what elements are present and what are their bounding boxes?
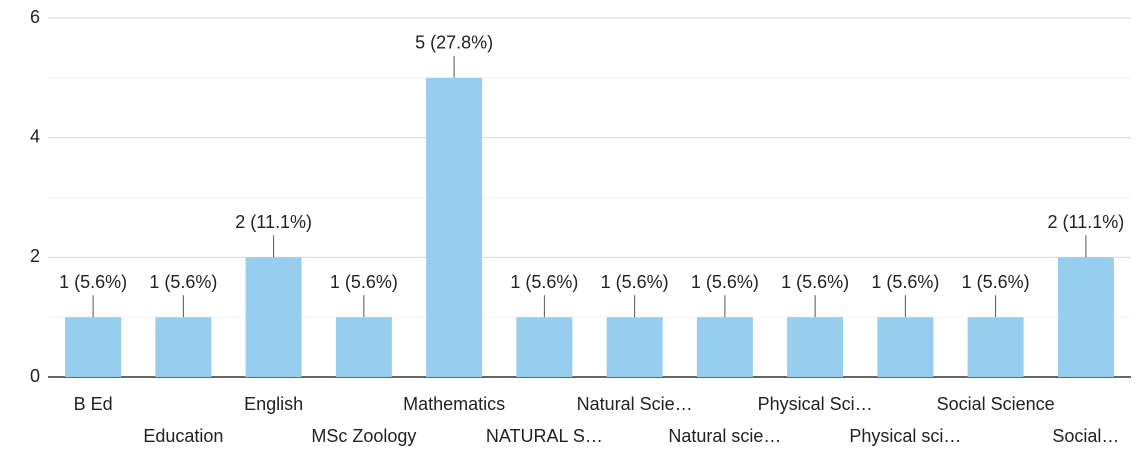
- bar: [155, 317, 212, 377]
- value-label: 2 (11.1%): [1048, 212, 1125, 232]
- x-tick-label: NATURAL S…: [486, 426, 603, 446]
- x-tick-label: Social Science: [937, 394, 1055, 414]
- x-tick-label: B Ed: [74, 394, 113, 414]
- x-tick-label: Social…: [1052, 426, 1119, 446]
- y-tick-label: 0: [30, 366, 40, 386]
- x-tick-label: English: [244, 394, 303, 414]
- x-tick-label: Natural scie…: [668, 426, 781, 446]
- bar: [877, 317, 934, 377]
- value-label: 1 (5.6%): [871, 272, 939, 292]
- value-label: 1 (5.6%): [691, 272, 759, 292]
- value-label: 1 (5.6%): [149, 272, 217, 292]
- x-tick-label: Natural Scie…: [577, 394, 693, 414]
- x-tick-label: MSc Zoology: [311, 426, 416, 446]
- bar: [426, 77, 483, 377]
- x-tick-label: Physical sci…: [849, 426, 961, 446]
- x-tick-label: Education: [143, 426, 223, 446]
- value-label: 1 (5.6%): [59, 272, 127, 292]
- bar: [967, 317, 1024, 377]
- bar: [696, 317, 753, 377]
- bar: [516, 317, 573, 377]
- bar: [335, 317, 392, 377]
- bar: [65, 317, 122, 377]
- bar: [787, 317, 844, 377]
- bar: [606, 317, 663, 377]
- value-label: 1 (5.6%): [330, 272, 398, 292]
- value-label: 1 (5.6%): [510, 272, 578, 292]
- value-label: 1 (5.6%): [962, 272, 1030, 292]
- value-label: 1 (5.6%): [781, 272, 849, 292]
- value-label: 5 (27.8%): [415, 33, 493, 53]
- value-label: 2 (11.1%): [235, 212, 312, 232]
- y-tick-label: 2: [30, 246, 40, 266]
- bar: [1057, 257, 1114, 377]
- value-label: 1 (5.6%): [601, 272, 669, 292]
- bar: [245, 257, 302, 377]
- y-tick-label: 6: [30, 7, 40, 27]
- y-tick-label: 4: [30, 126, 40, 146]
- x-tick-label: Physical Sci…: [758, 394, 873, 414]
- x-tick-label: Mathematics: [403, 394, 505, 414]
